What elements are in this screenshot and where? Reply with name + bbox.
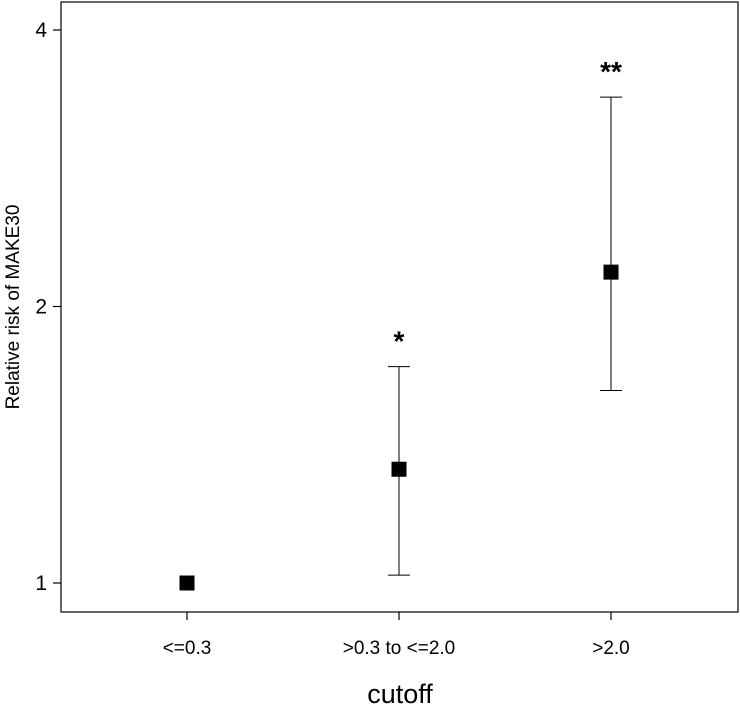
y-tick-label: 4 xyxy=(35,19,47,42)
data-point xyxy=(179,575,195,591)
x-axis: <=0.3 >0.3 to <=2.0 >2.0 xyxy=(163,612,630,659)
significance-label: ** xyxy=(600,56,622,87)
x-tick-label: >0.3 to <=2.0 xyxy=(343,638,456,659)
y-axis: 1 2 4 xyxy=(35,19,61,595)
data-point xyxy=(603,264,619,280)
y-axis-title: Relative risk of MAKE30 xyxy=(3,205,24,410)
x-tick-label: <=0.3 xyxy=(163,638,212,659)
data-marks: *** xyxy=(179,56,622,591)
significance-label: * xyxy=(394,326,405,357)
data-point xyxy=(391,461,407,477)
y-tick-label: 1 xyxy=(35,572,47,595)
x-tick-label: >2.0 xyxy=(592,638,630,659)
y-tick-label: 2 xyxy=(35,296,47,319)
x-axis-title: cutoff xyxy=(367,679,433,709)
